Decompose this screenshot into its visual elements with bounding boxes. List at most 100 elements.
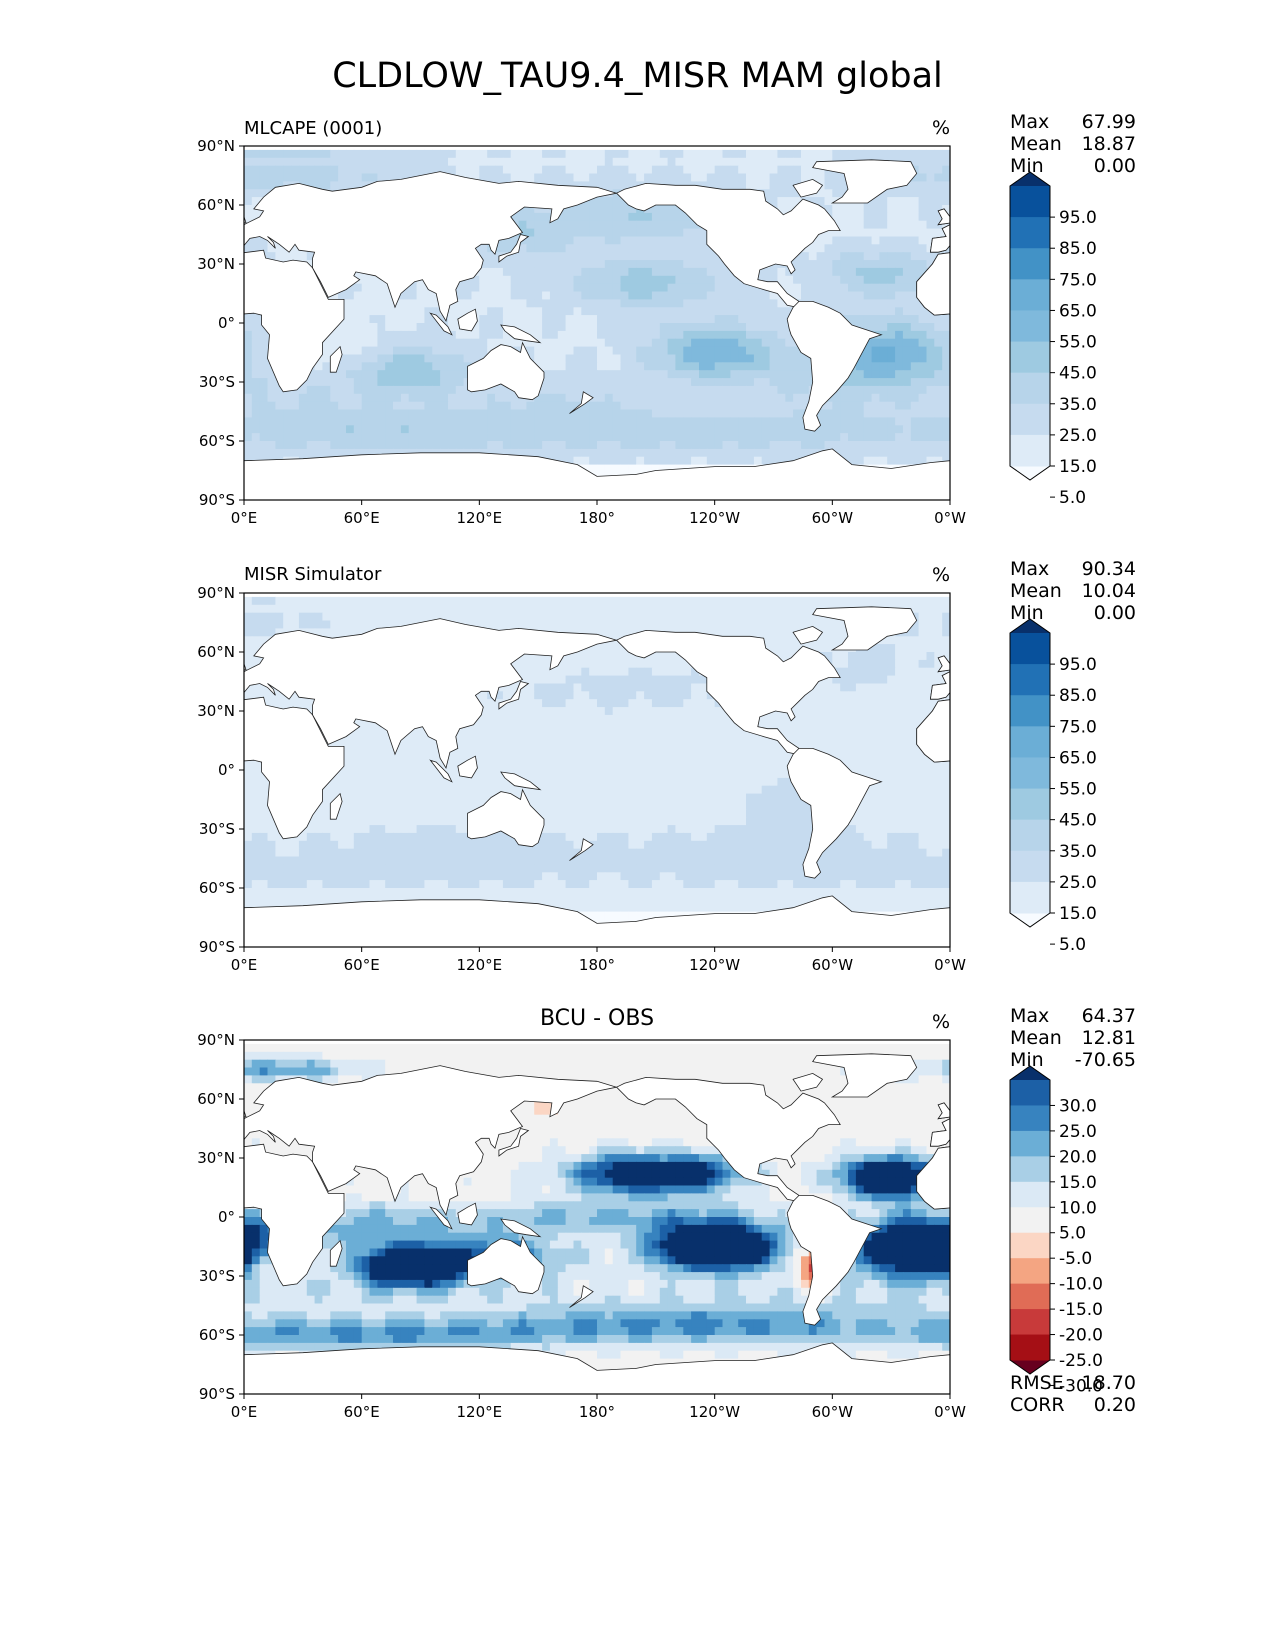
lon-tick-label: 120°E [457,956,503,974]
colorbar-tick-label: 25.0 [1059,426,1097,446]
colorbar-tick-label: 85.0 [1059,239,1097,259]
colorbar-tick-label: 55.0 [1059,780,1097,800]
land-borneo [1164,1203,1184,1225]
land-northamerica [615,1076,841,1202]
land-newzealand [569,391,594,414]
land-africa [244,249,345,393]
colorbar-extend-max [1010,619,1050,633]
colorbar-segment [1010,664,1050,696]
lon-tick-label: 180° [579,509,615,527]
land-borneo [1164,309,1184,331]
map-panel-1: 90°N 60°N 30°N 0° 30°S 60°S 90°S0°E 60°E 120°E 18… [197,137,1184,527]
colorbar-segment [1010,1232,1050,1259]
land-europe [929,671,950,700]
panel-2-units: % [932,564,951,586]
colorbar-tick-label: 5.0 [1059,1224,1086,1244]
colorbar-tick-label: 55.0 [1059,333,1097,353]
land-africa [244,1143,345,1287]
colorbar-tick-label: 65.0 [1059,301,1097,321]
land-sumatra [1136,760,1158,782]
land-sumatra [429,759,453,783]
colorbar-2: 95.0 85.0 75.0 65.0 55.0 45.0 35.0 25.0 15.0 5.0 [1009,618,1097,955]
panel-1-stats: Max 67.99 Mean 18.87 Min 0.00 [1010,111,1136,177]
colorbar-tick-label: 45.0 [1059,811,1097,831]
lat-tick-label: 90°S [199,491,235,509]
colorbar-tick-label: 75.0 [1059,270,1097,290]
colorbar-extend-max [1010,172,1050,186]
land-antarctica [244,1342,950,1394]
land-sumatra [429,312,453,336]
lon-tick-label: 180° [579,956,615,974]
stat-max-label: Max [1010,111,1050,133]
colorbar-tick-label: -30.0 [1059,1376,1103,1396]
land-sumatra [1136,313,1158,335]
stat-max-label: Max [1010,1005,1050,1027]
lat-tick-label: 30°N [197,255,235,273]
land-newguinea [500,1218,542,1238]
colorbar-tick-label: 85.0 [1059,686,1097,706]
stat-mean: 12.81 [1081,1027,1136,1049]
land-africa-wrap [916,1146,950,1210]
colorbar-segment [1010,1156,1050,1183]
colorbar-segment [1010,248,1050,280]
lat-tick-label: 60°S [199,432,235,450]
land-australia [467,341,545,401]
panel-1-title: MLCAPE (0001) [244,118,383,139]
colorbar-segment [1010,403,1050,436]
land-europe-wrap [929,1118,950,1147]
colorbar-segment [1010,1181,1050,1208]
colorbar-segment [1010,1105,1050,1132]
map-panel-2: 90°N 60°N 30°N 0° 30°S 60°S 90°S0°E 60°E 120°E 18… [197,584,1246,974]
land-baffin [792,1072,824,1092]
colorbar-segment [1010,1309,1050,1336]
map-panel-3: 90°N 60°N 30°N 0° 30°S 60°S 90°S0°E 60°E 120°E 18… [197,1031,1246,1421]
colorbar-segment [1010,881,1050,914]
land-europe [929,224,950,253]
lat-tick-label: 90°N [197,584,235,602]
lon-tick-label: 0°W [934,956,966,974]
land-europe-wrap [929,671,950,700]
land-northamerica [615,629,841,755]
land-newguinea [1207,772,1246,790]
lat-tick-label: 30°S [199,373,235,391]
lon-tick-label: 60°E [344,509,380,527]
land-newguinea [500,324,542,344]
colorbar-tick-label: 65.0 [1059,748,1097,768]
colorbar-tick-label: -5.0 [1059,1249,1092,1269]
colorbar-segment [1010,633,1050,665]
colorbar-extend-max [1010,1066,1050,1080]
colorbar-tick-label: 95.0 [1059,655,1097,675]
lat-tick-label: 90°N [197,137,235,155]
land-newzealand [569,1285,594,1308]
colorbar-tick-label: 95.0 [1059,208,1097,228]
lat-tick-label: 60°S [199,879,235,897]
stat-mean-label: Mean [1010,580,1062,602]
land-greenland [812,159,918,204]
land-britain-wrap [937,208,950,226]
lon-tick-label: 120°W [689,509,740,527]
colorbar-segment [1010,1258,1050,1285]
land-africa [244,696,345,840]
land-greenland [812,1053,918,1098]
lon-tick-label: 0°E [231,509,258,527]
lat-tick-label: 30°N [197,1149,235,1167]
lat-tick-label: 60°S [199,1326,235,1344]
colorbar-segment [1010,1080,1050,1106]
panel-3-stats: Max 64.37 Mean 12.81 Min -70.65 [1010,1005,1136,1071]
land-madagascar [329,1239,343,1267]
land-europe-wrap [929,224,950,253]
land-borneo [1164,756,1184,778]
colorbar-segment [1010,310,1050,343]
corr-label: CORR [1010,1394,1065,1416]
land-newguinea [1207,1219,1246,1237]
colorbar-segment [1010,695,1050,727]
land-southamerica [786,748,883,879]
colorbar-segment [1010,279,1050,311]
stat-min-label: Min [1010,155,1044,177]
land-southamerica [786,301,883,432]
lon-tick-label: 60°W [812,1403,854,1421]
land-borneo [457,1202,478,1226]
land-borneo [457,308,478,332]
land-japan [498,681,530,710]
